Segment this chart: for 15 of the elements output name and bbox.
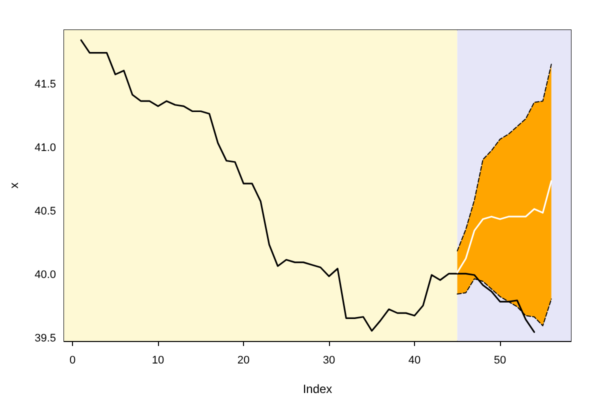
line-series xyxy=(456,64,552,252)
y-tick-label: 40.5 xyxy=(34,206,56,218)
y-axis-title: x xyxy=(7,182,21,188)
x-tick-label: 0 xyxy=(69,354,76,366)
x-tick-label: 50 xyxy=(494,354,506,366)
x-tick-label: 20 xyxy=(237,354,250,366)
x-axis-title: Index xyxy=(302,382,332,396)
y-tick-label: 41.0 xyxy=(34,142,56,154)
line-series xyxy=(456,180,552,274)
x-tick-label: 10 xyxy=(152,354,164,366)
y-tick-label: 41.5 xyxy=(34,78,56,91)
y-tick-label: 39.5 xyxy=(34,332,56,344)
x-tick-label: 30 xyxy=(322,354,336,366)
y-tick-label: 40.0 xyxy=(34,268,56,281)
x-tick-label: 40 xyxy=(408,354,421,366)
